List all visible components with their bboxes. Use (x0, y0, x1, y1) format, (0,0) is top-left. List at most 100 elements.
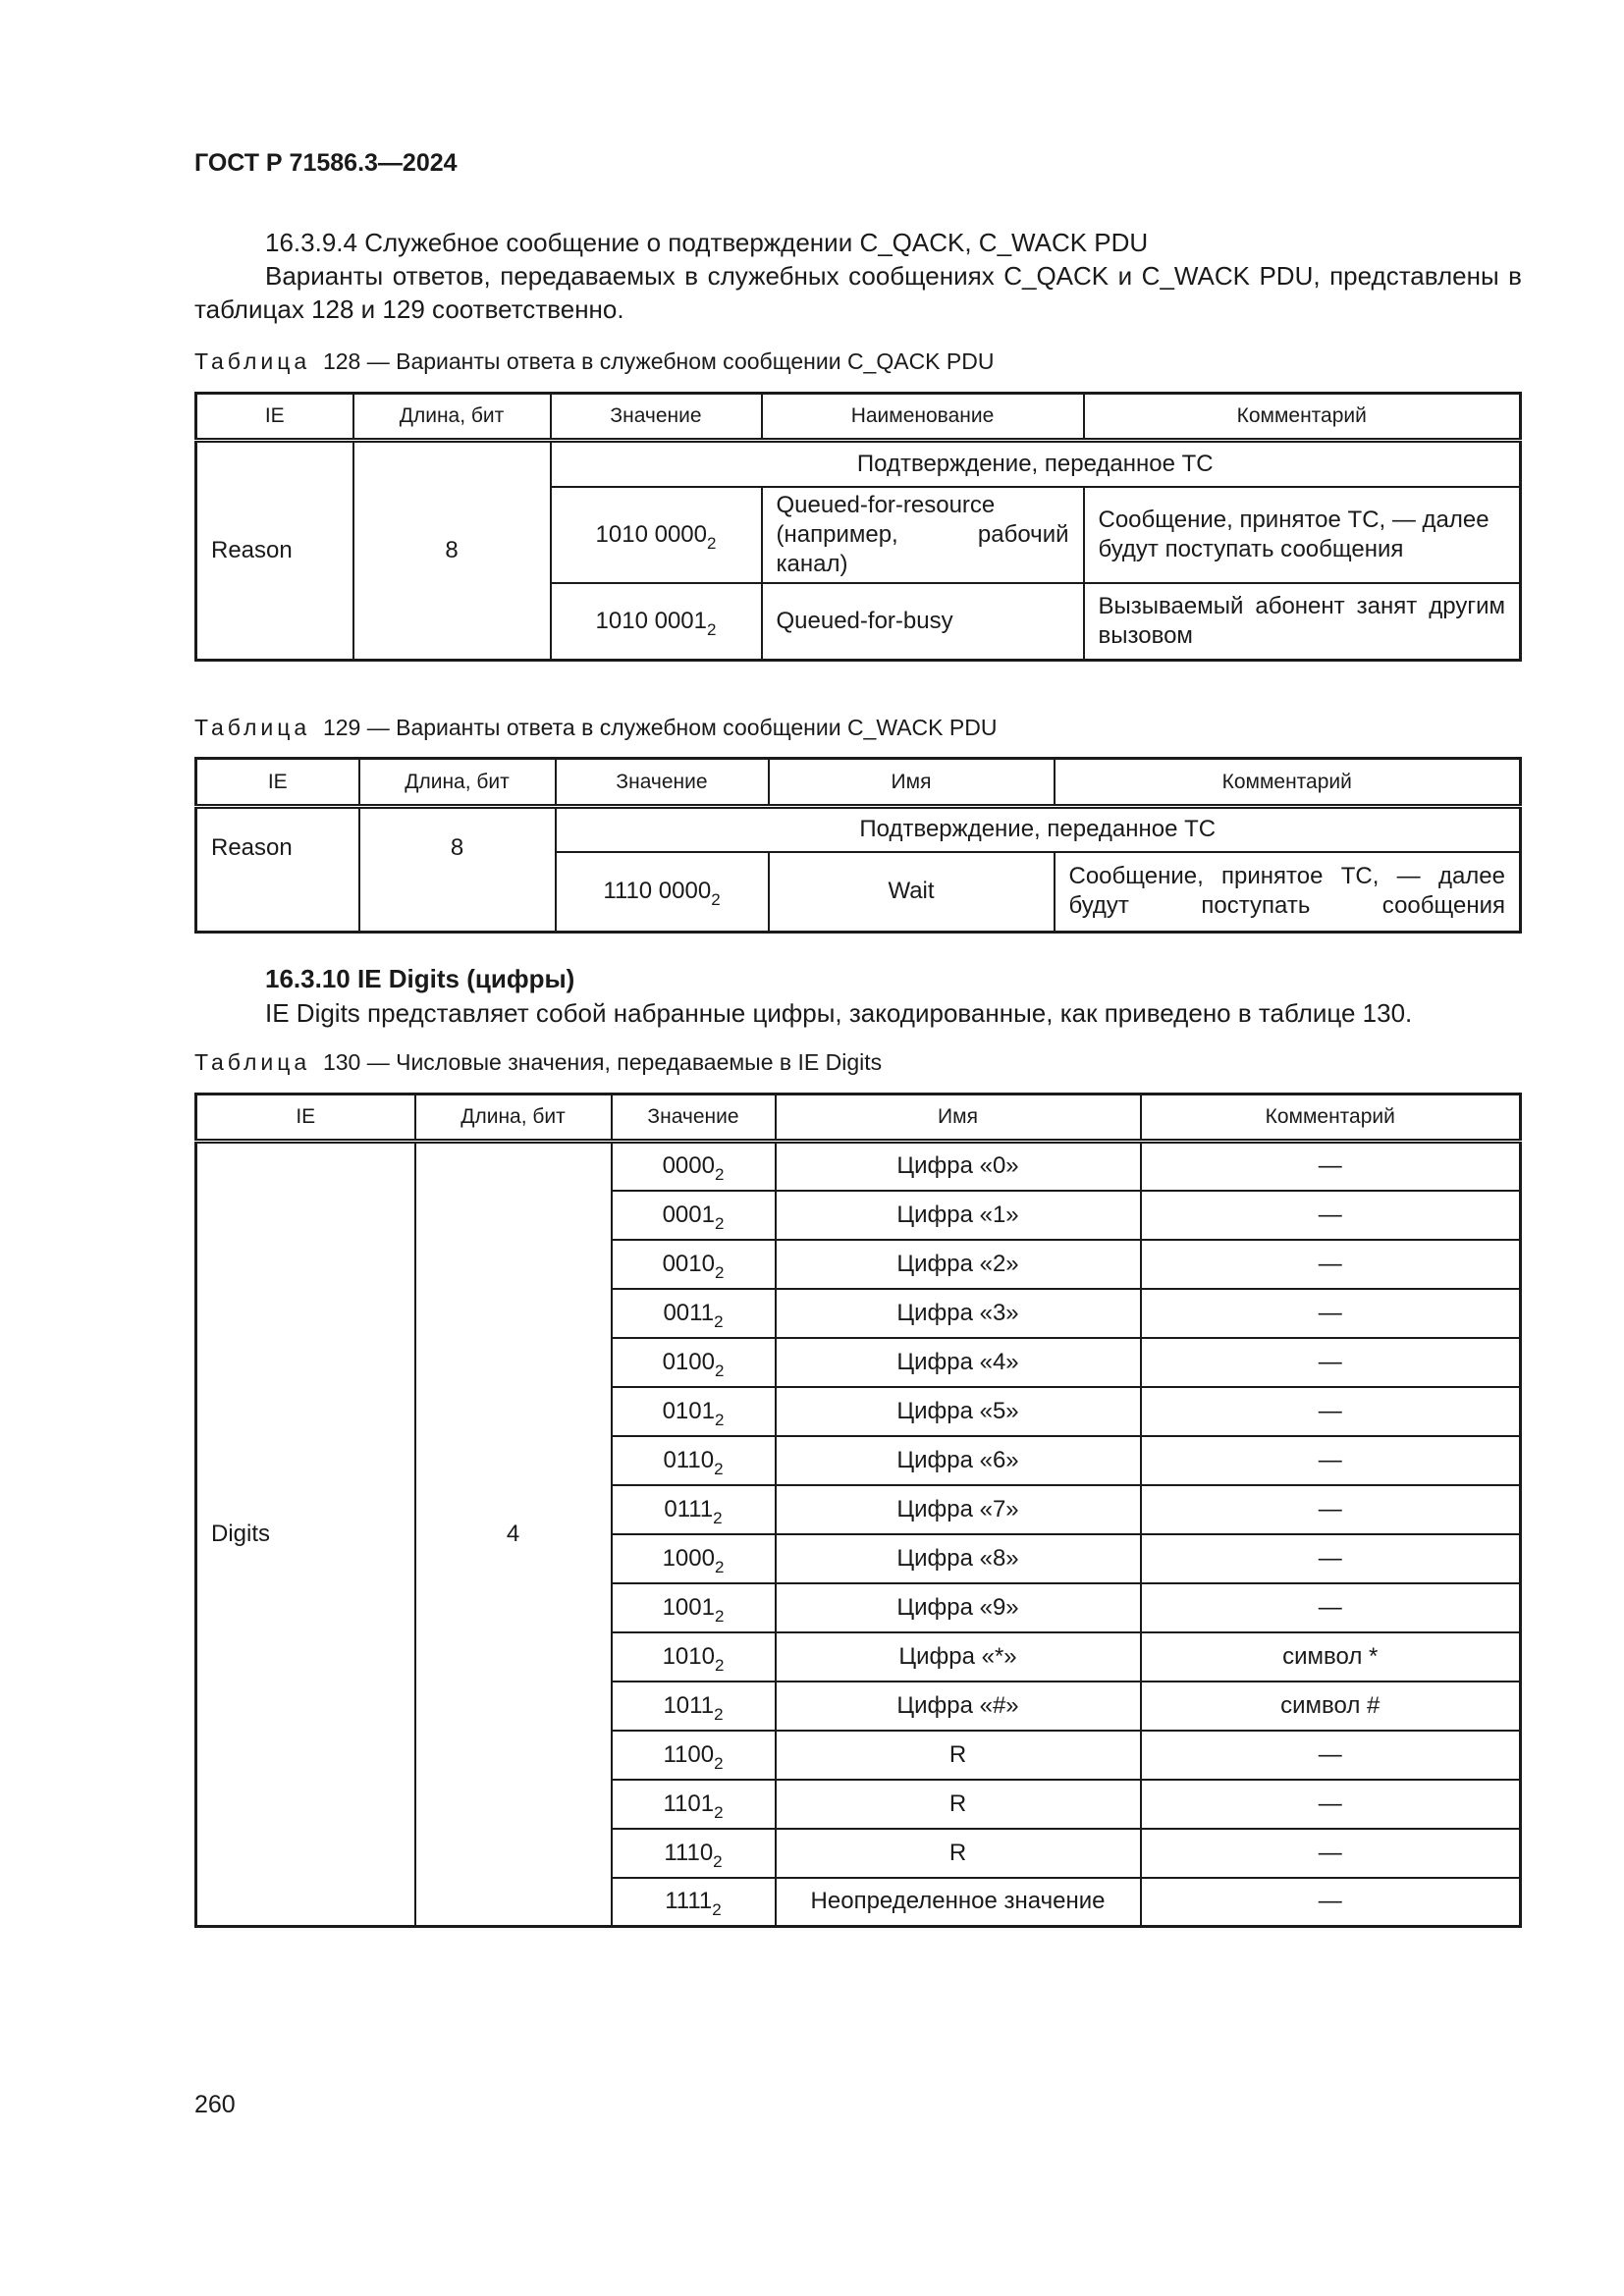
table-row: Digits 4 00002 Цифра «0» — (194, 1140, 1522, 1928)
ie-cell: Reason (194, 439, 354, 662)
column-header: Длина, бит (413, 1093, 613, 1144)
comment-cell: — (1139, 1729, 1522, 1781)
value-cell: 01002 (610, 1336, 777, 1388)
page-number: 260 (194, 2091, 236, 2118)
table-129: IE Длина, бит Значение Имя Комментарий R… (194, 757, 1522, 934)
comment-cell: — (1139, 1287, 1522, 1339)
table-row: 1010 00002 Queued-for-resource (например… (196, 485, 1522, 584)
comment-cell: — (1139, 1140, 1522, 1192)
value-cell: 01112 (610, 1483, 777, 1535)
table-row: 1110 00002 Wait Сообщение, принятое ТС, … (196, 850, 1522, 934)
column-header: IE (194, 757, 360, 809)
table-row: 01012 Цифра «5» — (196, 1385, 1522, 1437)
name-cell: R (774, 1729, 1142, 1781)
length-cell: 8 (357, 805, 557, 934)
comment-cell: символ # (1139, 1680, 1522, 1732)
value-cell: 10112 (610, 1680, 777, 1732)
value-cell: 11002 (610, 1729, 777, 1781)
group-row: Подтверждение, переданное ТС (549, 439, 1522, 488)
length-cell: 4 (413, 1140, 613, 1928)
ie-cell: Reason (194, 805, 360, 934)
comment-cell: — (1139, 1434, 1522, 1486)
name-cell: R (774, 1778, 1142, 1830)
name-cell: Цифра «#» (774, 1680, 1142, 1732)
name-cell: Цифра «7» (774, 1483, 1142, 1535)
comment-cell: — (1139, 1483, 1522, 1535)
caption-text: 128 — Варианты ответа в служебном сообще… (322, 348, 995, 374)
table-row: 11012 R — (196, 1778, 1522, 1830)
table-row: 11002 R — (196, 1729, 1522, 1781)
value-cell: 10102 (610, 1630, 777, 1682)
column-header: Длина, бит (357, 757, 557, 809)
group-row: Подтверждение, переданное ТС (554, 805, 1522, 853)
comment-cell: Вызываемый абонент занят другим вызовом (1082, 581, 1522, 662)
comment-cell: — (1139, 1532, 1522, 1584)
value-cell: 01012 (610, 1385, 777, 1437)
table-row: 10002 Цифра «8» — (196, 1532, 1522, 1584)
caption-text: 129 — Варианты ответа в служебном сообще… (322, 715, 998, 740)
value-cell: 00112 (610, 1287, 777, 1339)
name-cell: Цифра «0» (774, 1140, 1142, 1192)
column-header: Комментарий (1082, 392, 1522, 443)
column-header: IE (194, 392, 354, 443)
document-id: ГОСТ Р 71586.3—2024 (194, 149, 458, 177)
ie-cell: Digits (194, 1140, 416, 1928)
name-cell: Цифра «2» (774, 1238, 1142, 1290)
column-header: Значение (610, 1093, 777, 1144)
value-cell: 11102 (610, 1827, 777, 1879)
name-cell: Цифра «9» (774, 1581, 1142, 1633)
value-cell: 11012 (610, 1778, 777, 1830)
value-cell: 1010 00012 (549, 581, 763, 662)
value-cell: 00012 (610, 1189, 777, 1241)
table-row: 10112 Цифра «#» символ # (196, 1680, 1522, 1732)
comment-cell: — (1139, 1778, 1522, 1830)
value-cell: 1010 00002 (549, 485, 763, 584)
name-cell: Цифра «4» (774, 1336, 1142, 1388)
table-130-caption: Таблица 130 — Числовые значения, передав… (194, 1049, 882, 1076)
section-heading-16-3-9-4: 16.3.9.4 Служебное сообщение о подтвержд… (265, 228, 1149, 257)
column-header: IE (194, 1093, 416, 1144)
table-128: IE Длина, бит Значение Наименование Комм… (194, 392, 1522, 662)
table-row: 00112 Цифра «3» — (196, 1287, 1522, 1339)
column-header: Длина, бит (352, 392, 552, 443)
column-header: Комментарий (1053, 757, 1522, 809)
comment-cell: — (1139, 1827, 1522, 1879)
table-129-caption: Таблица 129 — Варианты ответа в служебно… (194, 715, 997, 741)
column-header: Наименование (760, 392, 1085, 443)
name-cell: Queued-for-resource (например, рабочий к… (760, 485, 1085, 584)
column-header: Комментарий (1139, 1093, 1522, 1144)
comment-cell: — (1139, 1336, 1522, 1388)
length-cell: 8 (352, 439, 552, 662)
name-cell: Wait (767, 850, 1056, 934)
table-row: 10012 Цифра «9» — (196, 1581, 1522, 1633)
table-128-caption: Таблица 128 — Варианты ответа в служебно… (194, 348, 994, 375)
name-cell: Цифра «5» (774, 1385, 1142, 1437)
name-cell: Цифра «3» (774, 1287, 1142, 1339)
column-header: Значение (554, 757, 770, 809)
column-header: Значение (549, 392, 763, 443)
comment-cell: — (1139, 1189, 1522, 1241)
name-cell: Queued-for-busy (760, 581, 1085, 662)
comment-cell: — (1139, 1876, 1522, 1928)
comment-cell: символ * (1139, 1630, 1522, 1682)
caption-label: Таблица (194, 1049, 311, 1075)
section-heading-16-3-10: 16.3.10 IE Digits (цифры) (265, 964, 575, 993)
value-cell: 11112 (610, 1876, 777, 1928)
table-row: 00102 Цифра «2» — (196, 1238, 1522, 1290)
comment-cell: Сообщение, принятое ТС, — далее будут по… (1053, 850, 1522, 934)
section-paragraph: IE Digits представляет собой набранные ц… (265, 998, 1413, 1028)
value-cell: 00002 (610, 1140, 777, 1192)
table-row: 10102 Цифра «*» символ * (196, 1630, 1522, 1682)
comment-cell: — (1139, 1238, 1522, 1290)
table-row: 11112 Неопределенное значение — (196, 1876, 1522, 1928)
table-row: 01102 Цифра «6» — (196, 1434, 1522, 1486)
table-row: 11102 R — (196, 1827, 1522, 1879)
name-cell: R (774, 1827, 1142, 1879)
name-cell: Цифра «1» (774, 1189, 1142, 1241)
table-row: 01112 Цифра «7» — (196, 1483, 1522, 1535)
value-cell: 10012 (610, 1581, 777, 1633)
table-row: 1010 00012 Queued-for-busy Вызываемый аб… (196, 581, 1522, 662)
caption-label: Таблица (194, 348, 311, 374)
comment-cell: — (1139, 1385, 1522, 1437)
name-cell: Неопределенное значение (774, 1876, 1142, 1928)
